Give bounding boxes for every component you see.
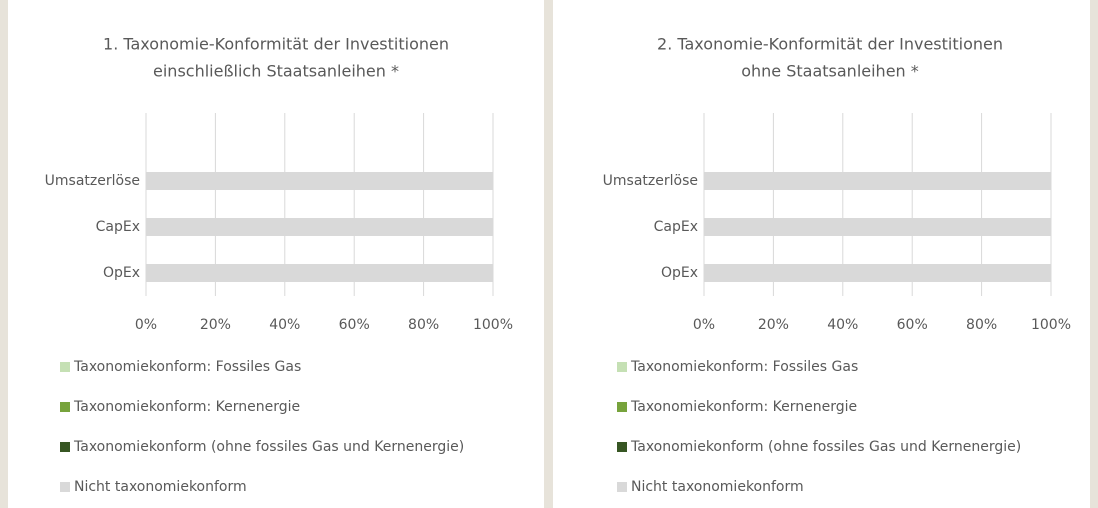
x-tick-label: 60% [339,317,370,333]
x-tick-label: 80% [966,317,997,333]
legend-swatch [60,362,70,372]
legend-swatch [617,442,627,452]
panel [8,0,544,508]
x-tick-label: 60% [897,317,928,333]
legend-label: Nicht taxonomiekonform [631,479,804,495]
legend-label: Nicht taxonomiekonform [74,479,247,495]
x-tick-label: 0% [693,317,715,333]
legend-label: Taxonomiekonform (ohne fossiles Gas und … [73,439,464,455]
bar-segment [704,264,1051,282]
x-tick-label: 0% [135,317,157,333]
bar-segment [146,172,493,190]
legend-swatch [617,482,627,492]
legend-swatch [617,362,627,372]
chart-title: 1. Taxonomie-Konformität der Investition… [103,35,449,54]
y-tick-label: Umsatzerlöse [603,173,698,189]
legend-label: Taxonomiekonform: Kernenergie [73,399,300,415]
y-tick-label: Umsatzerlöse [45,173,140,189]
legend-swatch [60,402,70,412]
y-tick-label: OpEx [661,265,698,281]
legend-swatch [60,442,70,452]
legend-swatch [617,402,627,412]
legend-label: Taxonomiekonform: Kernenergie [630,399,857,415]
x-tick-label: 100% [1031,317,1071,333]
x-tick-label: 20% [758,317,789,333]
bar-segment [146,218,493,236]
y-tick-label: OpEx [103,265,140,281]
legend-label: Taxonomiekonform (ohne fossiles Gas und … [630,439,1021,455]
bar-segment [704,172,1051,190]
bar-segment [146,264,493,282]
legend-label: Taxonomiekonform: Fossiles Gas [73,359,301,375]
bar-segment [704,218,1051,236]
x-tick-label: 100% [473,317,513,333]
chart-title: ohne Staatsanleihen * [741,62,919,81]
x-tick-label: 20% [200,317,231,333]
x-tick-label: 40% [827,317,858,333]
chart-title: einschließlich Staatsanleihen * [153,62,399,81]
y-tick-label: CapEx [96,219,140,235]
panel [553,0,1090,508]
legend-swatch [60,482,70,492]
legend-label: Taxonomiekonform: Fossiles Gas [630,359,858,375]
y-tick-label: CapEx [654,219,698,235]
x-tick-label: 40% [269,317,300,333]
chart-title: 2. Taxonomie-Konformität der Investition… [657,35,1003,54]
x-tick-label: 80% [408,317,439,333]
